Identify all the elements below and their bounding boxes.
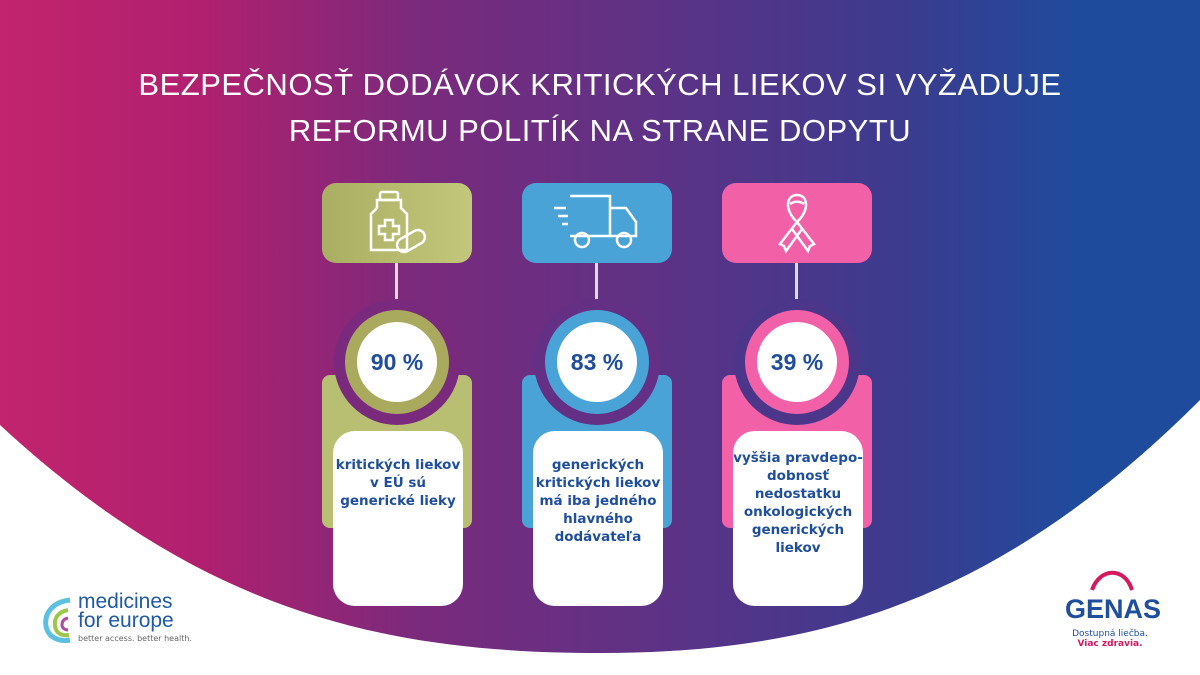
genas-name: GENAS bbox=[1065, 594, 1162, 624]
delivery-truck-icon bbox=[554, 194, 638, 249]
stat-column-1: 90 % kritických liekov v EÚ sú generické… bbox=[322, 183, 472, 613]
connector-line bbox=[395, 263, 398, 308]
page-title: BEZPEČNOSŤ DODÁVOK KRITICKÝCH LIEKOV SI … bbox=[0, 62, 1200, 154]
mfe-tagline: better access. better health. bbox=[78, 634, 192, 643]
medicines-for-europe-logo: medicines for europe better access. bett… bbox=[42, 590, 202, 652]
title-line-1: BEZPEČNOSŤ DODÁVOK KRITICKÝCH LIEKOV SI … bbox=[138, 67, 1062, 102]
genas-arc-icon bbox=[1090, 570, 1134, 591]
genas-tagline-1: Dostupná liečba. bbox=[1072, 629, 1148, 639]
mfe-line-2: for europe bbox=[78, 609, 174, 632]
connector-line bbox=[595, 263, 598, 333]
mfe-line-1: medicines bbox=[78, 590, 173, 613]
stat-description: kritických liekov v EÚ sú generické liek… bbox=[333, 431, 463, 606]
connector-line bbox=[795, 263, 798, 333]
percent-value: 90 % bbox=[357, 322, 437, 402]
percent-circle: 39 % bbox=[745, 310, 849, 414]
stat-description: vyššia pravdepo-dobnosť nedostatku onkol… bbox=[733, 431, 863, 606]
cancer-ribbon-icon bbox=[778, 193, 816, 254]
mfe-swirl-icon bbox=[43, 597, 71, 643]
title-line-2: REFORMU POLITÍK NA STRANE DOPYTU bbox=[288, 113, 912, 148]
percent-value: 83 % bbox=[557, 322, 637, 402]
genas-logo: GENAS Dostupná liečba. Viac zdravia. bbox=[1065, 565, 1162, 649]
percent-circle: 83 % bbox=[545, 310, 649, 414]
icon-box bbox=[722, 183, 872, 263]
stat-column-2: 83 % generických kritických liekov má ib… bbox=[522, 183, 672, 613]
icon-box bbox=[322, 183, 472, 263]
medicine-bottle-icon bbox=[369, 190, 427, 254]
stat-description: generických kritických liekov má iba jed… bbox=[533, 431, 663, 606]
percent-circle: 90 % bbox=[345, 310, 449, 414]
icon-box bbox=[522, 183, 672, 263]
percent-value: 39 % bbox=[757, 322, 837, 402]
stat-column-3: 39 % vyššia pravdepo-dobnosť nedostatku … bbox=[722, 183, 872, 613]
genas-tagline-2: Viac zdravia. bbox=[1077, 639, 1143, 649]
